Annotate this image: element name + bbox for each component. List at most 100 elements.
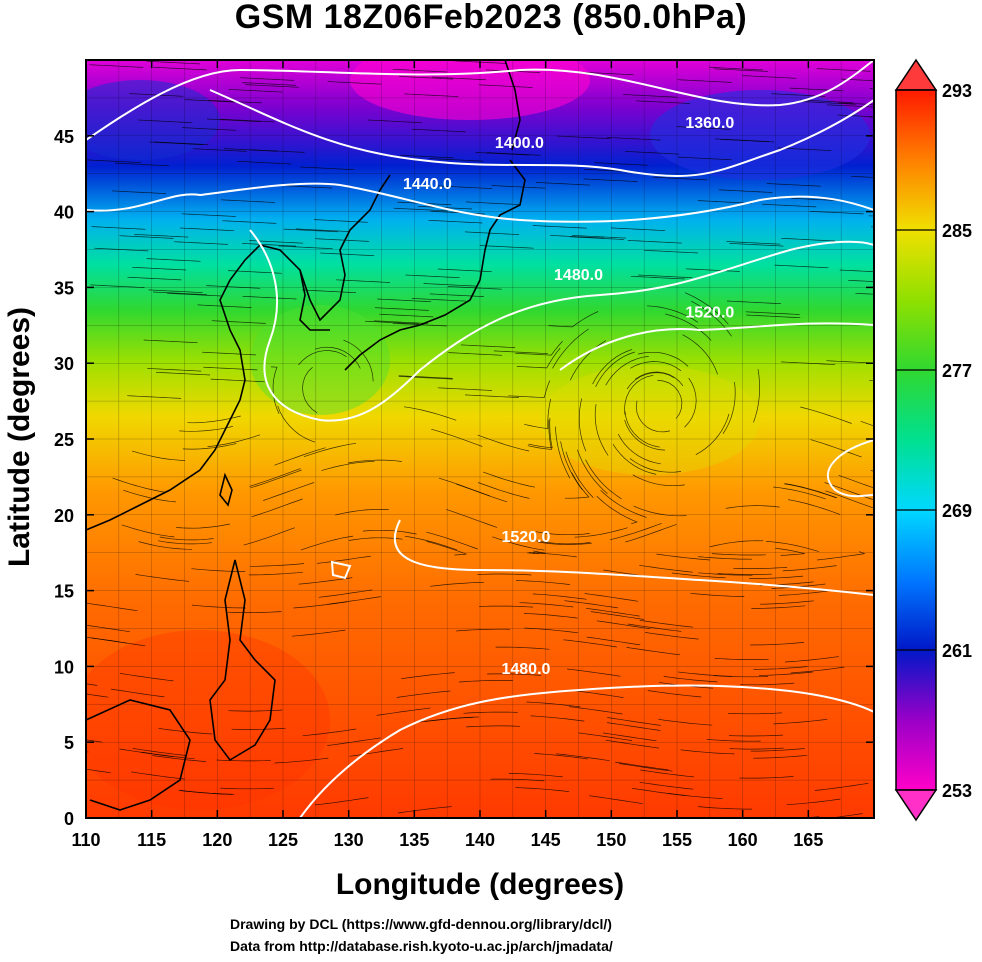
streamline xyxy=(302,728,357,737)
streamline xyxy=(86,751,89,753)
streamline xyxy=(426,531,478,550)
streamline xyxy=(800,406,852,424)
contour-1520d xyxy=(330,560,352,580)
streamline xyxy=(786,798,841,806)
streamline xyxy=(110,688,165,698)
streamline xyxy=(283,228,338,233)
contour-1520c xyxy=(827,439,874,498)
streamline xyxy=(612,444,657,475)
streamline xyxy=(624,419,666,451)
streamline xyxy=(860,420,874,427)
streamline xyxy=(86,693,109,698)
streamline xyxy=(192,148,247,152)
streamline xyxy=(635,400,671,433)
streamline xyxy=(206,285,261,289)
streamline xyxy=(605,356,649,386)
streamline xyxy=(138,541,193,550)
streamline xyxy=(432,76,487,81)
streamline xyxy=(635,371,684,387)
streamline xyxy=(658,719,713,726)
streamline xyxy=(774,264,829,269)
streamline xyxy=(685,268,740,272)
streamline xyxy=(579,71,634,76)
x-tick-label: 150 xyxy=(596,830,626,850)
streamline xyxy=(376,707,431,716)
streamline xyxy=(676,126,731,130)
streamline xyxy=(624,374,654,415)
streamline xyxy=(398,376,453,380)
streamline xyxy=(176,523,230,529)
streamline xyxy=(430,210,485,215)
streamline xyxy=(335,509,389,516)
streamline xyxy=(148,289,203,293)
streamline xyxy=(714,658,769,660)
streamline xyxy=(625,151,680,155)
streamline xyxy=(605,739,660,749)
streamline xyxy=(86,692,88,694)
streamline xyxy=(684,292,729,325)
streamline xyxy=(274,447,326,466)
streamline xyxy=(220,118,275,123)
contour-labels: 1360.0 1400.0 1440.0 1480.0 1520.0 1520.0 1480… xyxy=(403,115,734,678)
streamline xyxy=(374,307,429,311)
streamline xyxy=(438,477,491,497)
streamline xyxy=(343,339,374,382)
streamline xyxy=(653,176,708,181)
streamline xyxy=(665,313,712,341)
streamline xyxy=(753,369,760,423)
streamline xyxy=(187,415,241,424)
streamline xyxy=(86,768,111,774)
streamline xyxy=(152,755,207,762)
streamline xyxy=(315,238,370,242)
streamline xyxy=(706,739,761,742)
streamline xyxy=(146,258,201,262)
streamline xyxy=(91,226,146,230)
streamline xyxy=(727,712,782,715)
streamline xyxy=(697,200,752,204)
streamline xyxy=(320,252,375,257)
streamline xyxy=(775,547,805,556)
streamline xyxy=(759,600,814,605)
streamline xyxy=(656,553,711,561)
streamline xyxy=(516,347,561,369)
streamline xyxy=(211,320,266,324)
streamline xyxy=(251,498,303,518)
streamline xyxy=(615,761,669,771)
x-tick-label: 140 xyxy=(465,830,495,850)
streamline xyxy=(826,104,874,108)
streamline xyxy=(739,776,794,779)
streamline xyxy=(824,482,874,501)
streamline xyxy=(132,266,187,271)
streamline xyxy=(250,149,305,153)
streamline xyxy=(524,627,579,634)
streamline xyxy=(586,636,641,646)
streamline xyxy=(155,371,211,376)
wind-streamlines xyxy=(86,60,874,818)
contour-1480a xyxy=(249,229,874,422)
streamline xyxy=(429,293,484,297)
streamline xyxy=(145,60,200,65)
streamline xyxy=(684,377,697,428)
streamline xyxy=(592,349,633,385)
streamline xyxy=(638,274,693,279)
streamline xyxy=(231,727,286,730)
streamline xyxy=(574,527,628,538)
streamline xyxy=(365,320,420,325)
streamline xyxy=(152,66,207,71)
streamline xyxy=(590,611,645,620)
streamline xyxy=(362,529,417,535)
streamline xyxy=(348,459,402,464)
streamline xyxy=(837,114,874,118)
x-ticks: 110 115 120 125 130 135 140 145 150 155 160 165 xyxy=(71,60,823,850)
streamline xyxy=(838,474,874,489)
streamline xyxy=(745,311,800,315)
streamline xyxy=(617,433,661,465)
x-tick-label: 125 xyxy=(268,830,298,850)
streamline xyxy=(552,328,589,369)
streamline xyxy=(839,269,874,273)
streamline xyxy=(274,757,329,764)
streamline xyxy=(629,458,682,473)
streamline xyxy=(182,443,237,450)
streamline xyxy=(534,753,588,760)
